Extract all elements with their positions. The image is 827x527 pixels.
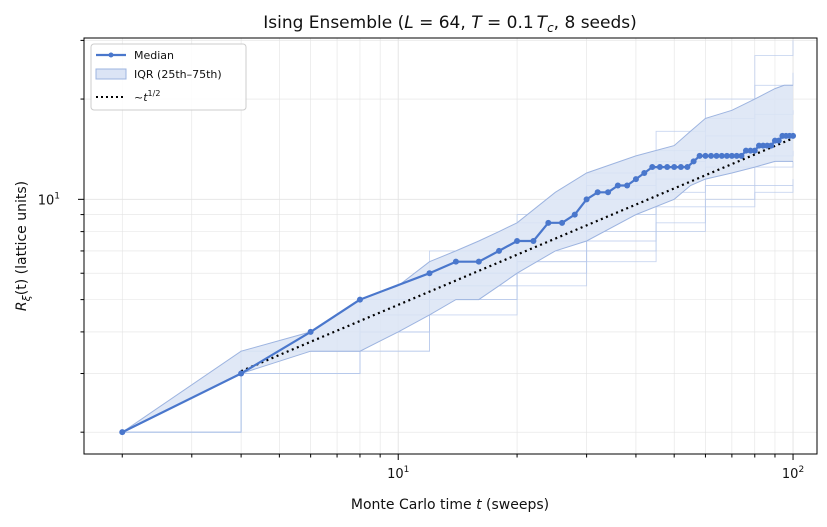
grid-lines	[84, 38, 817, 454]
median-point	[696, 152, 703, 159]
plot-frame	[83, 37, 818, 455]
median-series	[119, 132, 797, 436]
median-point	[571, 211, 578, 218]
iqr-band-group	[122, 84, 794, 433]
median-point	[632, 176, 639, 183]
median-point	[530, 237, 537, 244]
median-point	[119, 429, 126, 436]
legend-fit-label: ~t1/2	[134, 89, 160, 104]
legend-iqr-label: IQR (25th–75th)	[134, 68, 222, 81]
x-axis-label: Monte Carlo time t (sweeps)	[351, 497, 549, 513]
fit-line-group	[240, 137, 794, 373]
median-point	[747, 147, 754, 154]
median-point	[728, 152, 735, 159]
median-point	[545, 219, 552, 226]
median-point	[684, 164, 691, 171]
x-tick-label: 102	[782, 465, 804, 482]
median-point	[238, 370, 245, 377]
median-point	[641, 169, 648, 176]
fit-line	[240, 137, 794, 373]
median-point	[605, 189, 612, 196]
median-point	[790, 132, 797, 139]
median-point	[649, 164, 656, 171]
median-point	[475, 258, 482, 265]
median-point	[713, 152, 720, 159]
median-point	[514, 237, 521, 244]
legend-median-marker	[108, 52, 114, 58]
median-point	[708, 152, 715, 159]
median-point	[738, 152, 745, 159]
median-point	[452, 258, 459, 265]
median-point	[496, 247, 503, 254]
median-point	[775, 137, 782, 144]
legend-iqr-swatch	[95, 68, 127, 80]
median-point	[356, 296, 363, 303]
legend-median-label: Median	[134, 49, 174, 62]
median-point	[751, 147, 758, 154]
seed-line	[122, 179, 794, 433]
median-point	[690, 158, 697, 165]
seed-line	[122, 185, 794, 433]
median-point	[702, 152, 709, 159]
median-point	[742, 147, 749, 154]
legend-box	[90, 43, 247, 111]
y-tick-label: 101	[38, 191, 60, 208]
median-point	[768, 142, 775, 149]
median-point	[426, 270, 433, 277]
median-point	[307, 328, 314, 335]
median-point	[733, 152, 740, 159]
y-axis-label: Rξ(t) (lattice units)	[14, 181, 33, 311]
x-tick-label: 101	[387, 465, 409, 482]
median-point	[723, 152, 730, 159]
median-point	[624, 182, 631, 189]
median-point	[656, 164, 663, 171]
iqr-lower-edge	[122, 160, 793, 433]
median-point	[583, 196, 590, 203]
chart-title: Ising Ensemble (L = 64, T = 0.1 Tc, 8 see…	[263, 13, 637, 35]
median-point	[671, 164, 678, 171]
median-point	[664, 164, 671, 171]
iqr-band	[122, 85, 794, 433]
axis-ticks: 101 102 101	[38, 39, 804, 482]
median-point	[559, 219, 566, 226]
median-point	[677, 164, 684, 171]
legend: Median IQR (25th–75th) ~t1/2	[90, 43, 247, 111]
median-point	[718, 152, 725, 159]
median-point	[614, 182, 621, 189]
median-point	[594, 189, 601, 196]
median-point	[756, 142, 763, 149]
